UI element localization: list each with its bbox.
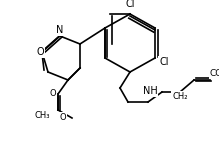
Text: O: O: [36, 47, 44, 57]
Text: Cl: Cl: [125, 0, 135, 9]
Text: COOH: COOH: [210, 70, 219, 78]
Text: CH₂: CH₂: [172, 92, 188, 101]
Text: O: O: [49, 90, 56, 98]
Text: O: O: [60, 113, 67, 122]
Text: NH: NH: [143, 86, 157, 96]
Text: CH₃: CH₃: [35, 111, 50, 120]
Text: N: N: [56, 25, 64, 35]
Text: Cl: Cl: [159, 57, 168, 67]
